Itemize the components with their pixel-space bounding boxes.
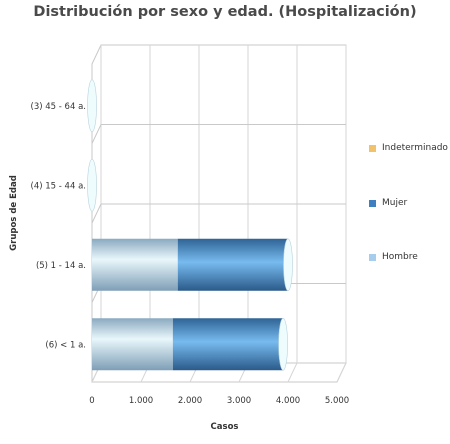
bar-segment bbox=[177, 238, 288, 291]
bar-cap bbox=[87, 158, 97, 212]
bar-segment bbox=[172, 318, 284, 371]
legend-swatch bbox=[369, 199, 376, 207]
legend-swatch bbox=[369, 253, 376, 261]
band-divider bbox=[91, 203, 102, 224]
legend-label: Hombre bbox=[382, 252, 418, 262]
legend-item[interactable]: Mujer bbox=[369, 198, 407, 209]
floor-gridline bbox=[287, 362, 298, 383]
category-label: (3) 45 - 64 a. bbox=[31, 102, 86, 112]
y-axis-title: Grupos de Edad bbox=[9, 175, 19, 251]
bar-cap bbox=[283, 238, 293, 292]
x-tick-label: 3.000 bbox=[227, 396, 251, 406]
chart-title: Distribución por sexo y edad. (Hospitali… bbox=[33, 4, 417, 20]
x-tick-label: 5.000 bbox=[325, 396, 349, 406]
legend-item[interactable]: Indeterminado bbox=[369, 143, 448, 154]
bar-segment bbox=[92, 238, 178, 291]
bar-cap bbox=[278, 317, 288, 371]
category-label: (4) 15 - 44 a. bbox=[31, 181, 86, 191]
x-tick-label: 0 bbox=[89, 396, 94, 406]
band-divider bbox=[91, 124, 102, 144]
legend-swatch bbox=[369, 144, 376, 152]
x-tick-label: 4.000 bbox=[276, 396, 300, 406]
legend-label: Indeterminado bbox=[382, 143, 448, 153]
category-label: (6) < 1 a. bbox=[45, 340, 86, 350]
x-tick-label: 1.000 bbox=[129, 396, 153, 406]
x-tick-label: 2.000 bbox=[178, 396, 202, 406]
bar-cap bbox=[87, 79, 97, 133]
legend-item[interactable]: Hombre bbox=[369, 252, 418, 263]
floor-gridline bbox=[336, 362, 347, 383]
bar-segment bbox=[92, 318, 173, 371]
legend-label: Mujer bbox=[382, 198, 408, 208]
category-label: (5) 1 - 14 a. bbox=[36, 261, 86, 271]
x-axis-title: Casos bbox=[211, 422, 239, 432]
